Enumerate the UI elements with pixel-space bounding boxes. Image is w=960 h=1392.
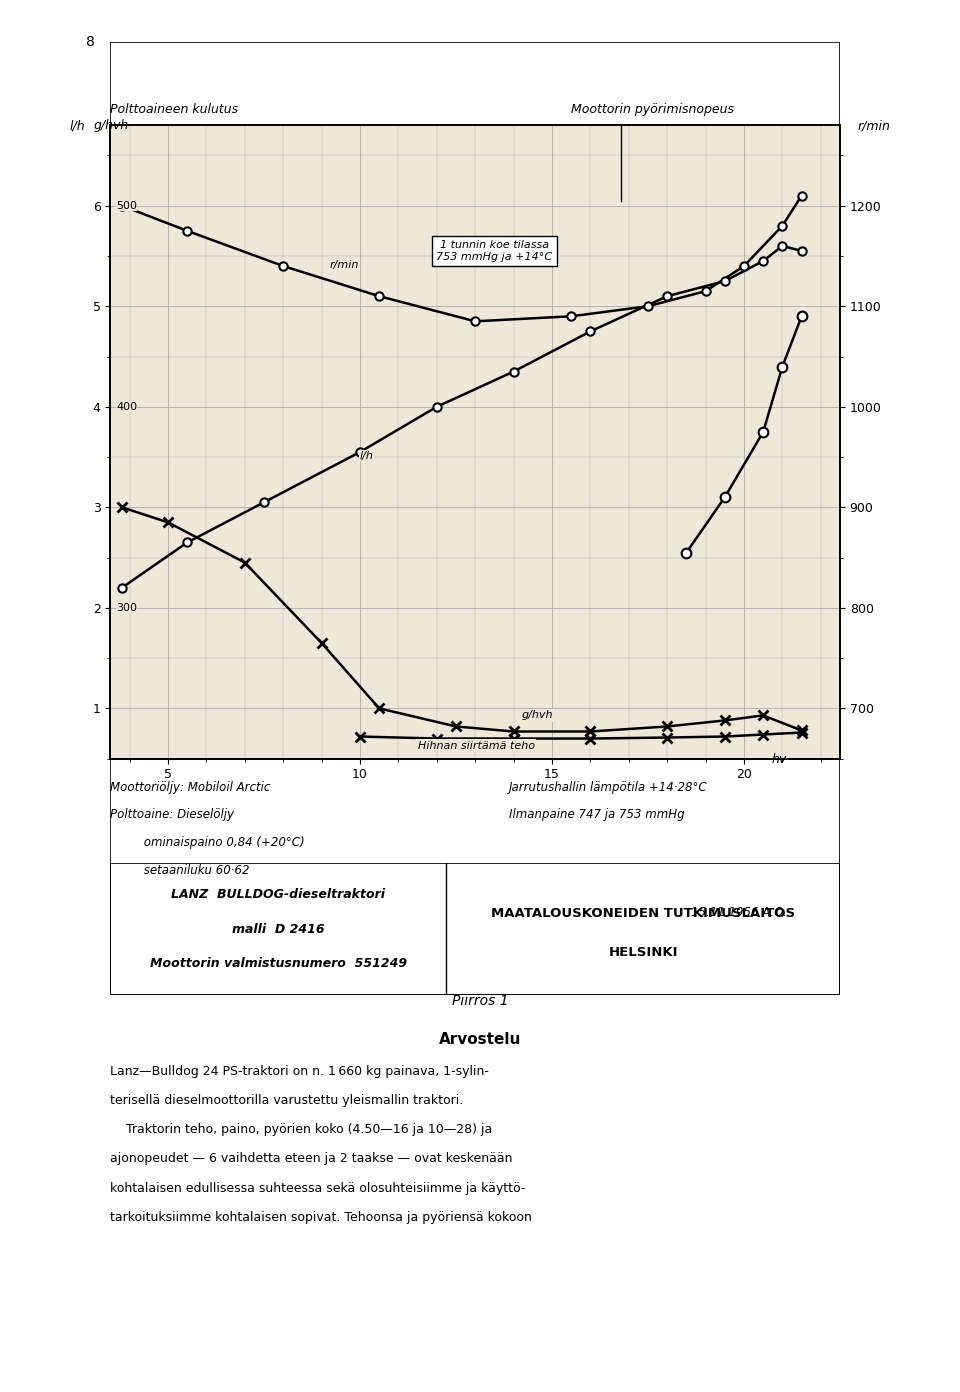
Text: LANZ  BULLDOG-dieseltraktori: LANZ BULLDOG-dieseltraktori bbox=[171, 888, 385, 901]
Text: Arvostelu: Arvostelu bbox=[439, 1031, 521, 1047]
Text: 15.11.1956 A.O.: 15.11.1956 A.O. bbox=[691, 906, 787, 919]
Text: 1 tunnin koe tilassa
753 mmHg ja +14°C: 1 tunnin koe tilassa 753 mmHg ja +14°C bbox=[437, 241, 552, 262]
Text: kohtalaisen edullisessa suhteessa sekä olosuhteisiimme ja käyttö-: kohtalaisen edullisessa suhteessa sekä o… bbox=[110, 1182, 526, 1194]
Text: Polttoaineen kulutus: Polttoaineen kulutus bbox=[110, 103, 238, 116]
Text: ajonopeudet — 6 vaihdetta eteen ja 2 taakse — ovat keskenään: ajonopeudet — 6 vaihdetta eteen ja 2 taa… bbox=[110, 1153, 513, 1165]
Text: malli  D 2416: malli D 2416 bbox=[232, 923, 324, 935]
Text: terisellä dieselmoottorilla varustettu yleismallin traktori.: terisellä dieselmoottorilla varustettu y… bbox=[110, 1094, 464, 1107]
Text: HELSINKI: HELSINKI bbox=[609, 947, 678, 959]
Text: g/hvh: g/hvh bbox=[521, 710, 553, 721]
Text: 300: 300 bbox=[116, 603, 137, 612]
Text: Hihnan siirtämä teho: Hihnan siirtämä teho bbox=[418, 741, 535, 750]
Text: Traktorin teho, paino, pyörien koko (4.50—16 ja 10—28) ja: Traktorin teho, paino, pyörien koko (4.5… bbox=[110, 1123, 492, 1136]
Text: r/min: r/min bbox=[857, 120, 890, 132]
Text: Moottorin valmistusnumero  551249: Moottorin valmistusnumero 551249 bbox=[150, 958, 407, 970]
Text: 8: 8 bbox=[86, 35, 95, 49]
Text: 500: 500 bbox=[116, 200, 137, 210]
Text: 400: 400 bbox=[116, 402, 137, 412]
Text: setaaniluku 60·62: setaaniluku 60·62 bbox=[110, 864, 250, 877]
Text: g/hvh: g/hvh bbox=[94, 120, 130, 132]
Text: Lanz—Bulldog 24 PS-traktori on n. 1 660 kg painava, 1-sylin-: Lanz—Bulldog 24 PS-traktori on n. 1 660 … bbox=[110, 1065, 490, 1077]
Text: ominaispaino 0,84 (+20°C): ominaispaino 0,84 (+20°C) bbox=[110, 837, 305, 849]
Text: r/min: r/min bbox=[329, 260, 359, 270]
Text: Ilmanpaine 747 ja 753 mmHg: Ilmanpaine 747 ja 753 mmHg bbox=[509, 809, 684, 821]
Text: l/h: l/h bbox=[360, 451, 373, 461]
Text: Polttoaine: Dieselöljy: Polttoaine: Dieselöljy bbox=[110, 809, 234, 821]
Text: tarkoituksiimme kohtalaisen sopivat. Tehoonsa ja pyöriensä kokoon: tarkoituksiimme kohtalaisen sopivat. Teh… bbox=[110, 1211, 532, 1224]
Text: Moottoriöljy: Mobiloil Arctic: Moottoriöljy: Mobiloil Arctic bbox=[110, 781, 271, 793]
Text: hv: hv bbox=[772, 753, 787, 766]
Text: Moottorin pyörimisnopeus: Moottorin pyörimisnopeus bbox=[571, 103, 734, 116]
Text: Piirros 1: Piirros 1 bbox=[452, 994, 508, 1008]
Text: Jarrutushallin lämpötila +14·28°C: Jarrutushallin lämpötila +14·28°C bbox=[509, 781, 708, 793]
Text: l/h: l/h bbox=[69, 120, 84, 132]
Text: MAATALOUSKONEIDEN TUTKIMUSLAITOS: MAATALOUSKONEIDEN TUTKIMUSLAITOS bbox=[491, 906, 795, 920]
